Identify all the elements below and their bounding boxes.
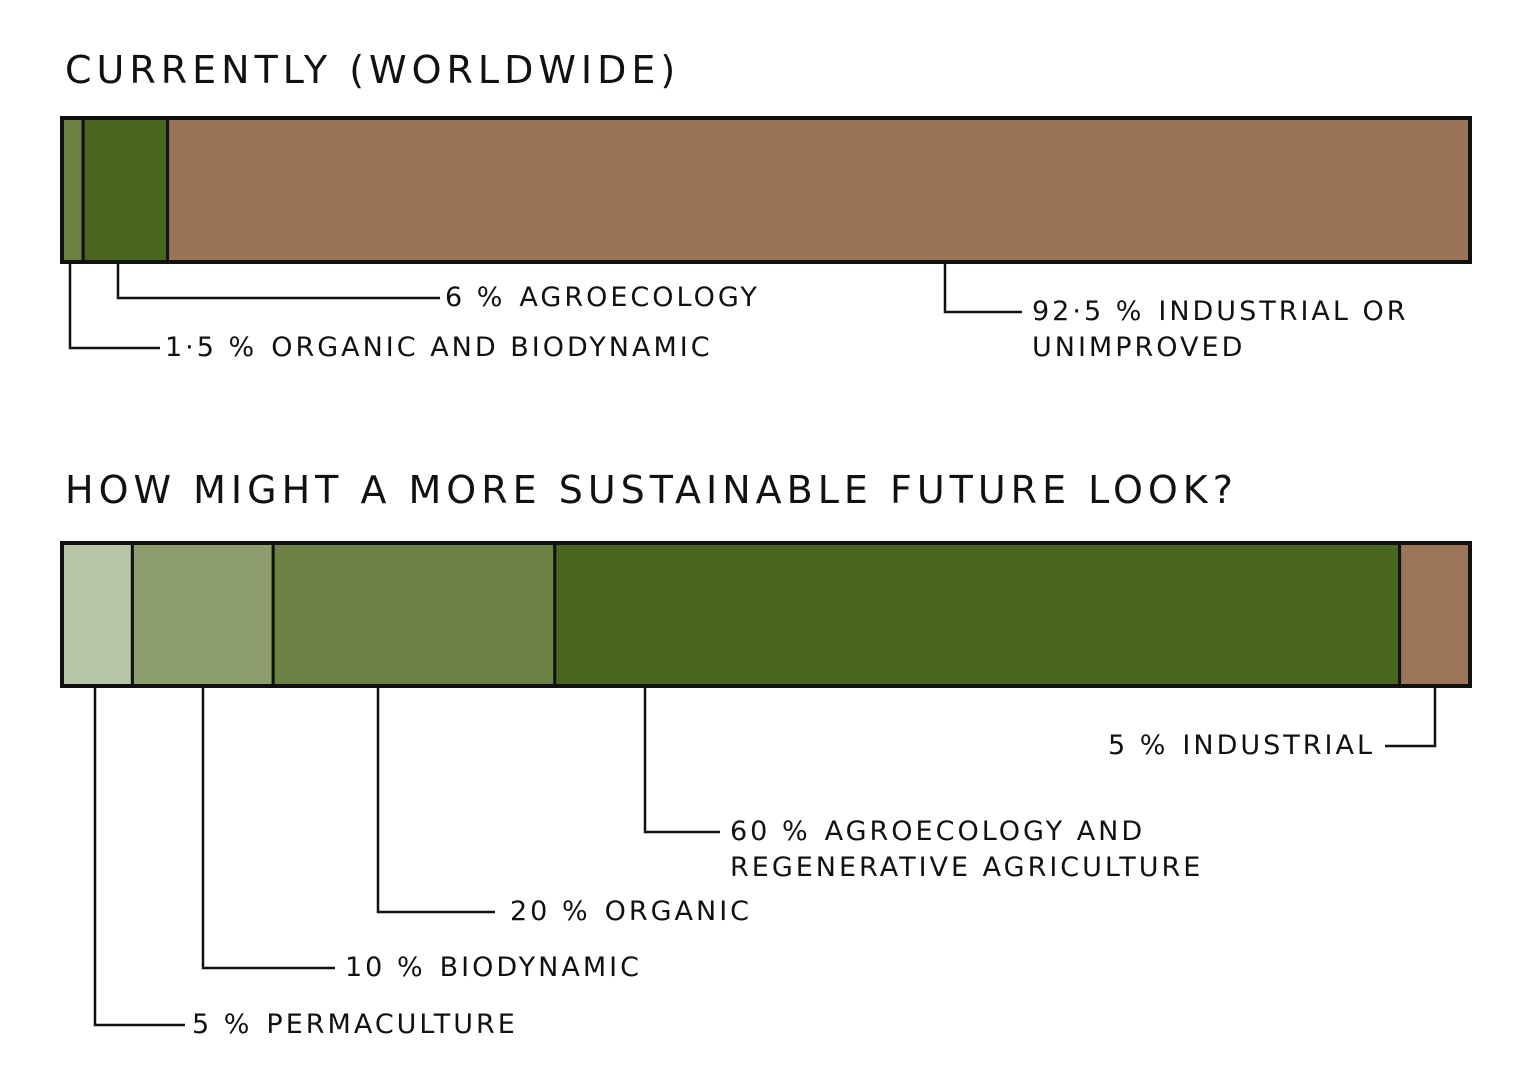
leader-line xyxy=(943,262,1022,314)
bar-outline xyxy=(60,116,1472,264)
series-name: ORGANIC AND BIODYNAMIC xyxy=(271,332,713,363)
series-name: INDUSTRIAL xyxy=(1182,730,1375,761)
chart-title: CURRENTLY (WORLDWIDE) xyxy=(65,48,681,92)
segment-label: 92·5 % INDUSTRIAL OR UNIMPROVED xyxy=(1032,294,1502,366)
segment-label: 10 % BIODYNAMIC xyxy=(345,950,642,986)
bar-segment xyxy=(1398,541,1472,688)
series-name: INDUSTRIAL OR UNIMPROVED xyxy=(1032,296,1409,363)
series-name: PERMACULTURE xyxy=(266,1009,518,1040)
value-label: 1·5 % xyxy=(165,332,258,363)
bar-segment xyxy=(60,116,85,264)
value-label: 6 % xyxy=(445,282,506,313)
value-label: 5 % xyxy=(192,1009,253,1040)
series-name: ORGANIC xyxy=(604,896,753,927)
series-name: AGROECOLOGY xyxy=(519,282,760,313)
segment-label: 60 % AGROECOLOGY AND REGENERATIVE AGRICUL… xyxy=(730,814,1390,886)
bar-segment xyxy=(166,116,1472,264)
segment-label: 1·5 % ORGANIC AND BIODYNAMIC xyxy=(165,330,713,366)
series-name: BIODYNAMIC xyxy=(439,952,642,983)
segment-label: 5 % INDUSTRIAL xyxy=(1108,728,1375,764)
segment-label: 6 % AGROECOLOGY xyxy=(445,280,760,316)
value-label: 92·5 % xyxy=(1032,296,1145,327)
value-label: 20 % xyxy=(510,896,591,927)
leader-line xyxy=(201,686,335,970)
bar-segment xyxy=(60,541,134,688)
bar-segment xyxy=(130,541,275,688)
leader-line xyxy=(1385,686,1437,748)
bar-segment xyxy=(271,541,557,688)
value-label: 5 % xyxy=(1107,730,1169,761)
segment-label: 5 % PERMACULTURE xyxy=(192,1007,518,1043)
bar-segment xyxy=(81,116,170,264)
bar-outline xyxy=(60,541,1472,688)
chart-title: HOW MIGHT A MORE SUSTAINABLE FUTURE LOOK… xyxy=(65,468,1238,512)
leader-line xyxy=(376,686,495,914)
bar-segment xyxy=(553,541,1402,688)
segment-label: 20 % ORGANIC xyxy=(510,894,752,930)
series-name: AGROECOLOGY AND REGENERATIVE AGRICULTURE xyxy=(730,816,1204,883)
leader-line xyxy=(68,262,160,350)
value-label: 60 % xyxy=(730,816,811,847)
leader-line xyxy=(93,686,185,1027)
value-label: 10 % xyxy=(345,952,426,983)
leader-line xyxy=(643,686,720,834)
leader-line xyxy=(116,262,440,300)
